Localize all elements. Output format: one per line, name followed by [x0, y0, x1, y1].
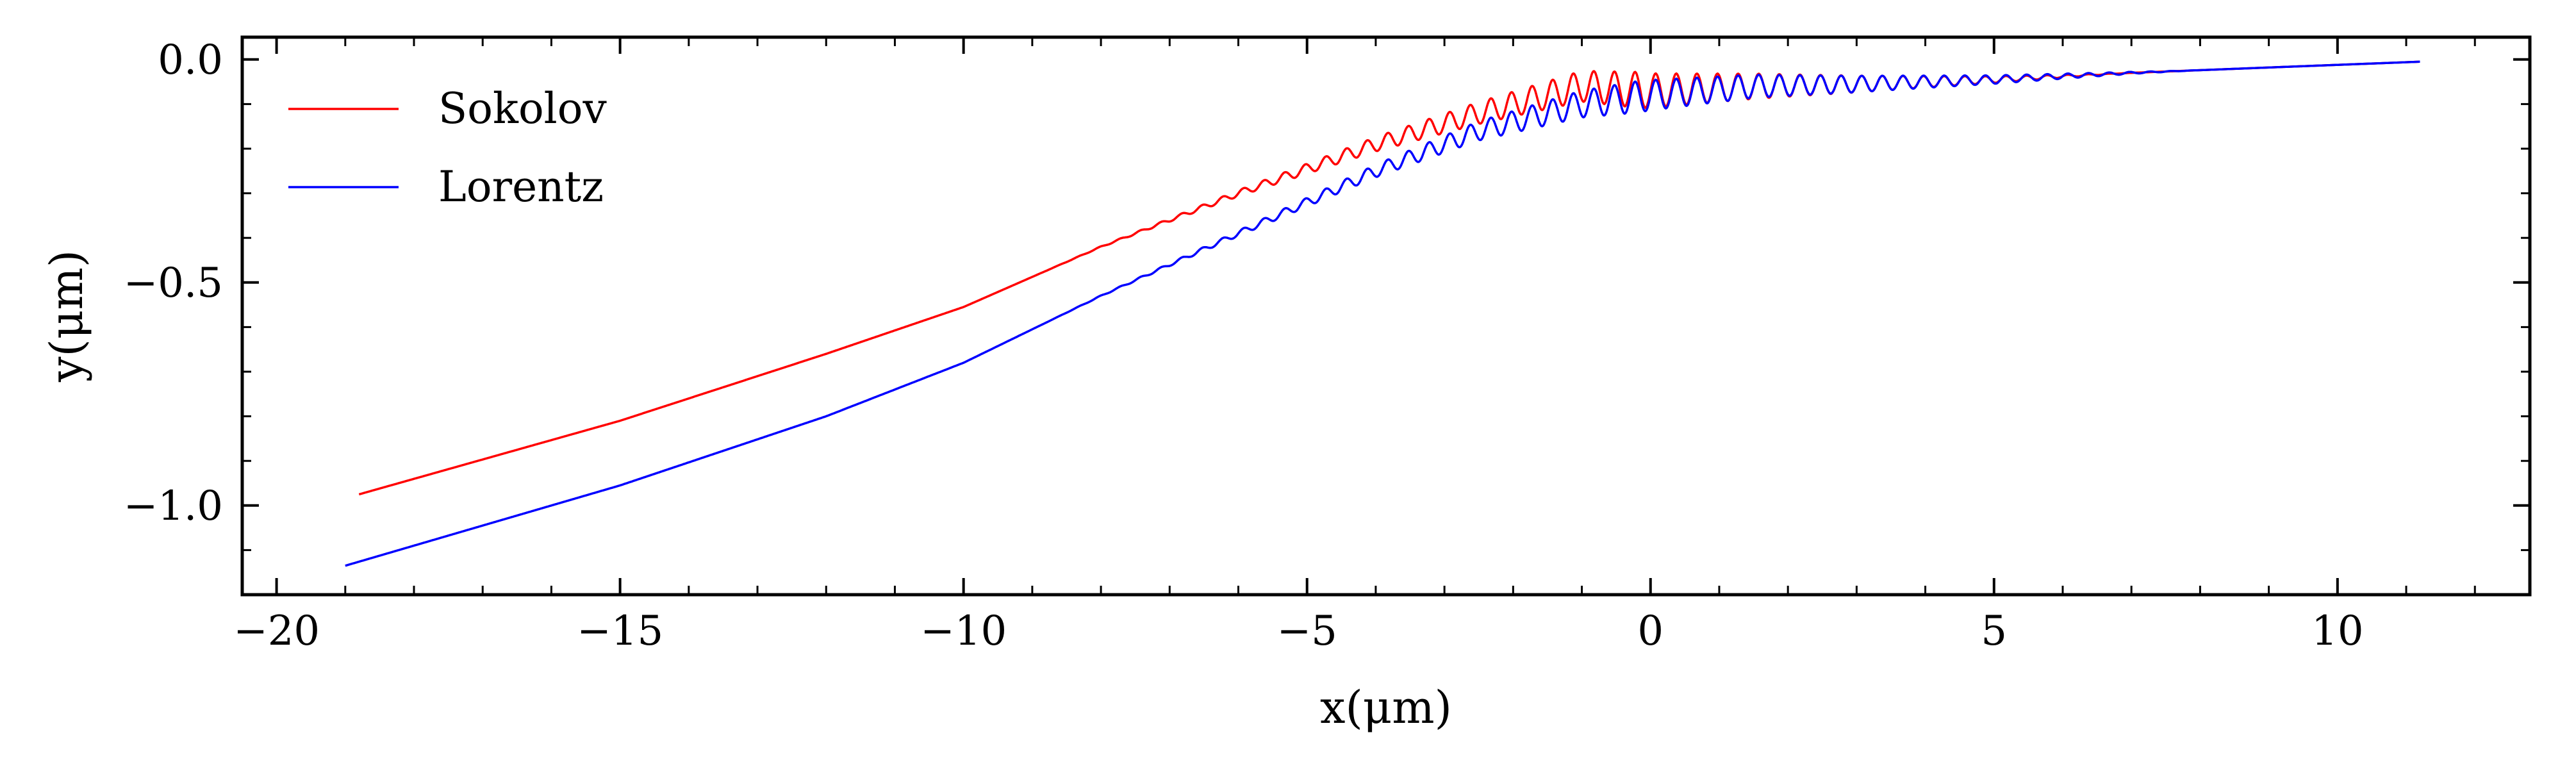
x-tick-label: 5: [1981, 608, 2007, 655]
legend-label: Lorentz: [438, 162, 604, 211]
y-tick-label: 0.0: [158, 37, 223, 84]
x-tick-label: −20: [233, 608, 320, 655]
plot-frame: [240, 35, 2532, 597]
x-tick-label: 0: [1637, 608, 1664, 655]
x-tick-label: −10: [920, 608, 1007, 655]
y-tick-label: −1.0: [124, 483, 223, 530]
series-line-lorentz: [345, 60, 2420, 567]
x-axis-label: x(μm): [1320, 681, 1452, 734]
legend: Sokolov Lorentz: [288, 84, 607, 211]
plot-area: [240, 35, 2532, 597]
x-tick-label: −5: [1277, 608, 1337, 655]
x-tick-label: 10: [2311, 608, 2363, 655]
y-axis-label: y(μm): [40, 250, 93, 383]
series-line-sokolov: [358, 60, 2420, 496]
legend-label: Sokolov: [438, 84, 607, 133]
y-tick-label: −0.5: [124, 260, 223, 307]
x-tick-label: −15: [577, 608, 663, 655]
series-lines: [345, 60, 2420, 567]
axis-ticks: −20 −15 −10 −5 0 5 10 0.0 −0.5 −1.0: [124, 37, 2530, 655]
